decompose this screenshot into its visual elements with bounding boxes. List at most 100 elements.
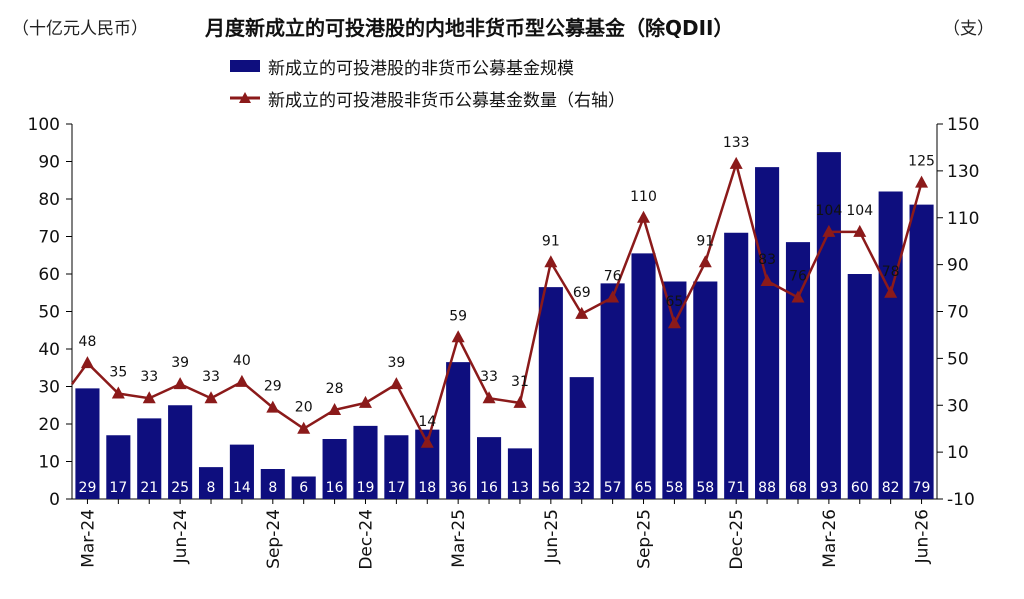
bar	[693, 281, 718, 499]
bar	[631, 253, 656, 499]
bar-value-label: 88	[758, 480, 776, 496]
bar	[168, 405, 193, 499]
bar	[477, 437, 502, 499]
bar	[816, 152, 841, 499]
bar-value-label: 29	[79, 480, 97, 496]
x-axis-tick-label: Mar-25	[449, 509, 469, 568]
bar	[322, 439, 347, 499]
x-axis-tick-label: Mar-26	[820, 509, 840, 568]
left-axis-tick-label: 100	[28, 115, 60, 135]
line-point-marker	[606, 290, 620, 303]
line-point-marker	[698, 255, 712, 268]
bar-value-label: 58	[696, 480, 714, 496]
bar-value-label: 60	[851, 480, 869, 496]
legend-line-label: 新成立的可投港股非货币公募基金数量（右轴）	[268, 90, 625, 111]
right-axis-tick-label: -10	[947, 490, 975, 510]
line-point-marker	[853, 224, 867, 237]
right-axis-tick-label: 110	[947, 209, 979, 229]
line-value-label: 65	[665, 294, 683, 310]
bar-value-label: 8	[207, 480, 216, 496]
right-axis-tick-label: 90	[947, 256, 969, 276]
line-value-label: 125	[908, 154, 935, 170]
right-axis-tick-label: 50	[947, 349, 969, 369]
line-value-label: 35	[109, 365, 127, 381]
line-point-marker	[420, 435, 434, 448]
bar-value-label: 79	[913, 480, 931, 496]
line-point-marker	[389, 377, 403, 390]
x-axis-tick-label: Dec-24	[356, 509, 376, 570]
line-point-marker	[544, 255, 558, 268]
bar-value-label: 18	[418, 480, 436, 496]
line-point-marker	[637, 210, 651, 223]
line-value-label: 83	[758, 252, 776, 268]
bar-value-label: 68	[789, 480, 807, 496]
bar	[662, 281, 687, 499]
line-value-label: 28	[326, 381, 344, 397]
right-axis-tick-label: 150	[947, 115, 979, 135]
bar	[106, 435, 131, 499]
line-value-label: 104	[846, 203, 873, 219]
line-value-label: 59	[449, 308, 467, 324]
line-point-marker	[80, 356, 94, 369]
bar	[198, 467, 224, 499]
legend-item-bar: 新成立的可投港股的非货币公募基金规模	[230, 50, 625, 82]
legend-bar-label: 新成立的可投港股的非货币公募基金规模	[268, 58, 574, 79]
bar-value-label: 58	[665, 480, 683, 496]
bar-value-label: 25	[171, 480, 189, 496]
line-value-label: 39	[171, 355, 189, 371]
x-axis-tick-label: Jun-26	[913, 509, 933, 564]
line-value-label: 40	[233, 353, 251, 369]
x-axis-tick-label: Jun-24	[171, 509, 191, 564]
line-point-marker	[266, 400, 280, 413]
line-value-label: 76	[789, 268, 807, 284]
line-value-label: 133	[723, 135, 750, 151]
left-axis-tick-label: 40	[38, 340, 60, 360]
bar	[75, 388, 100, 499]
x-axis-tick-label: Mar-24	[78, 509, 98, 568]
bar	[229, 444, 254, 499]
bar	[446, 362, 471, 499]
bar	[507, 448, 532, 499]
left-axis-tick-label: 0	[49, 490, 60, 510]
bar-value-label: 16	[480, 480, 498, 496]
line-point-marker	[451, 330, 465, 343]
line-point-marker	[884, 285, 898, 298]
bar-value-label: 56	[542, 480, 560, 496]
x-axis-tick-label: Dec-25	[727, 509, 747, 570]
line-point-marker	[142, 391, 156, 404]
x-axis-tick-label: Jun-25	[542, 509, 562, 564]
line-point-marker	[111, 386, 125, 399]
right-axis-tick-label: 10	[947, 443, 969, 463]
bar-value-label: 19	[357, 480, 375, 496]
left-axis-unit: （十亿元人民币）	[12, 19, 148, 39]
right-axis-tick-label: 70	[947, 303, 969, 323]
line-point-marker	[297, 421, 311, 434]
x-axis-tick-label: Sep-24	[264, 509, 284, 569]
bar-value-label: 32	[573, 480, 591, 496]
bar	[724, 232, 749, 499]
line-value-label: 31	[511, 374, 529, 390]
left-axis-tick-label: 30	[38, 378, 60, 398]
left-axis-tick-label: 90	[38, 153, 60, 173]
bar	[600, 283, 625, 499]
line-value-label: 33	[202, 369, 220, 385]
bar-value-label: 13	[511, 480, 529, 496]
bar-value-label: 17	[387, 480, 405, 496]
line-point-marker	[204, 391, 218, 404]
line-value-label: 110	[630, 189, 657, 205]
line-point-marker	[667, 316, 681, 329]
bar	[569, 377, 594, 499]
bar-value-label: 21	[140, 480, 158, 496]
bar	[260, 469, 285, 499]
legend-line-swatch	[230, 92, 260, 103]
line-value-label: 33	[140, 369, 158, 385]
line-value-label: 33	[480, 369, 498, 385]
line-value-label: 91	[542, 233, 560, 249]
bar-value-label: 36	[449, 480, 467, 496]
bar	[137, 418, 162, 499]
line-point-marker	[328, 402, 342, 415]
line-value-label: 39	[387, 355, 405, 371]
bar	[878, 191, 903, 499]
bar-value-label: 65	[635, 480, 653, 496]
